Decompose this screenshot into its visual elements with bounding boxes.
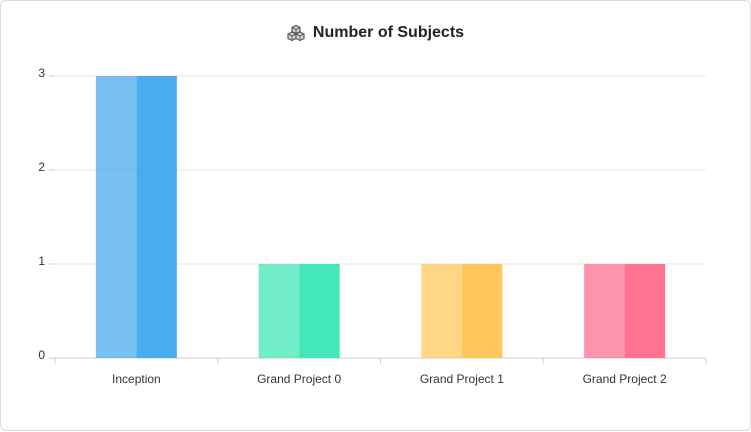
chart-title-row: Number of Subjects — [1, 21, 750, 45]
y-tick-label: 1 — [38, 254, 45, 268]
x-tick-label: Grand Project 0 — [257, 372, 341, 386]
bar-1-right — [299, 264, 340, 358]
x-tick-label: Grand Project 2 — [583, 372, 667, 386]
x-tick-label: Grand Project 1 — [420, 372, 504, 386]
y-tick-label: 2 — [38, 160, 45, 174]
bar-0-left — [95, 76, 137, 358]
bar-3-right — [624, 264, 666, 358]
x-tick-label: Inception — [112, 372, 161, 386]
cubes-icon — [287, 24, 305, 42]
chart-title: Number of Subjects — [312, 24, 465, 41]
y-tick-label: 3 — [38, 66, 45, 80]
bar-2-right — [461, 264, 503, 358]
bar-0-right — [136, 76, 177, 358]
bar-1-left — [258, 264, 300, 358]
y-tick-label: 0 — [38, 348, 45, 362]
bar-3-left — [584, 264, 625, 358]
bar-2-left — [421, 264, 462, 358]
